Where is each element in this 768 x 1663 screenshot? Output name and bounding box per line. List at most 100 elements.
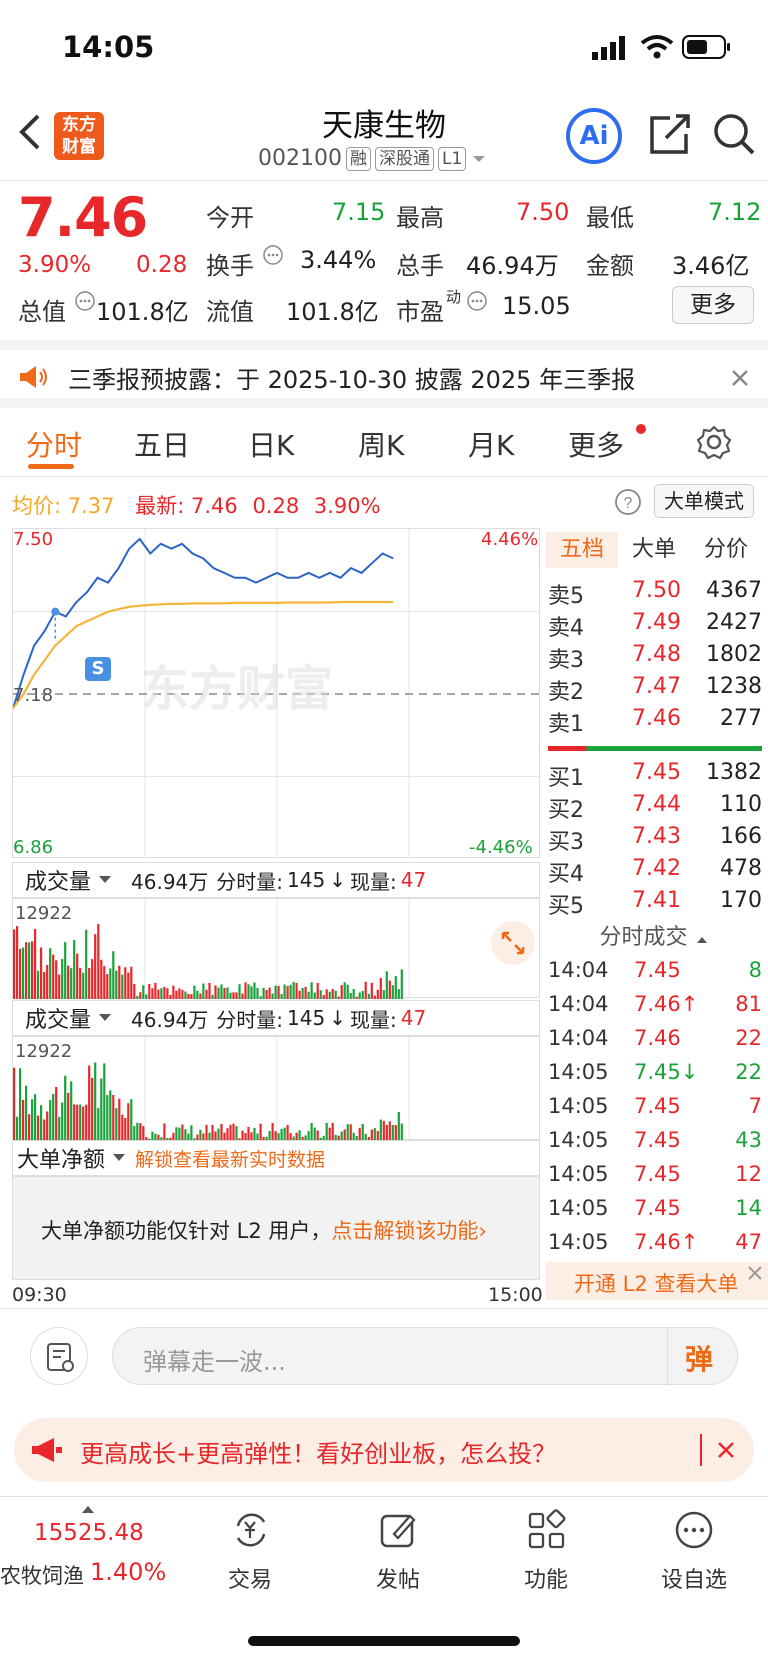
settings-gear-icon[interactable] [696, 424, 732, 460]
sell-signal-badge[interactable]: S [85, 657, 111, 681]
volume-bar [262, 987, 265, 999]
volume-bar [307, 991, 310, 999]
unlock-cta[interactable]: 点击解锁该功能 [331, 1219, 479, 1243]
close-icon[interactable] [746, 1264, 764, 1282]
tab-weekly-k[interactable]: 周K [358, 429, 405, 462]
volume-bar [124, 1118, 127, 1141]
volume-bar [31, 1099, 34, 1141]
tab-monthly-k[interactable]: 月K [468, 429, 515, 462]
volume-bar [193, 985, 196, 999]
volume-bar [382, 1120, 385, 1141]
barrage-input[interactable]: 弹幕走一波... 弹 [112, 1327, 738, 1386]
volume-bar [175, 1127, 178, 1141]
info-dots-icon[interactable] [262, 244, 284, 266]
nav-post-label: 发帖 [375, 1568, 420, 1593]
volume-bar [22, 947, 25, 999]
volume-bar [187, 993, 190, 999]
minute-volume-label: 分时量: [216, 869, 284, 894]
bid-label: 买2 [548, 798, 584, 823]
volume-bar [253, 982, 256, 999]
period-tabs: 分时 五日 日K 周K 月K 更多 [0, 410, 768, 476]
index-name[interactable]: 农牧饲渔 [0, 1564, 84, 1588]
pe-value: 15.05 [502, 292, 571, 320]
caret-down-icon[interactable] [111, 1152, 127, 1164]
close-icon[interactable] [716, 1440, 736, 1460]
open-value: 7.15 [332, 198, 386, 226]
volume-bar [67, 965, 70, 999]
stock-code: 002100 [258, 146, 342, 171]
trades-header[interactable]: 分时成交 [546, 920, 762, 956]
bid-row[interactable]: 买1 7.45 1382 [548, 758, 762, 791]
volume-bar [121, 974, 124, 999]
search-icon[interactable] [712, 112, 756, 156]
help-icon[interactable]: ? [614, 488, 642, 516]
nav-add-watchlist[interactable]: 设自选 [634, 1508, 754, 1594]
expand-button[interactable] [491, 921, 535, 965]
promo-banner[interactable]: 更高成长+更高弹性！看好创业板，怎么投？ [14, 1418, 754, 1482]
status-time: 14:05 [62, 30, 155, 64]
bid-row[interactable]: 买3 7.43 166 [548, 822, 762, 855]
bid-row[interactable]: 买4 7.42 478 [548, 854, 762, 887]
index-value[interactable]: 15525.48 [34, 1520, 144, 1546]
volume-bar [196, 990, 199, 999]
share-icon[interactable] [648, 112, 692, 156]
bid-row[interactable]: 买2 7.44 110 [548, 790, 762, 823]
notice-bar[interactable]: 三季报预披露：于 2025-10-30 披露 2025 年三季报 [0, 340, 768, 408]
info-dots-icon[interactable] [74, 290, 96, 312]
volume-chart-2[interactable]: 12922 [12, 1036, 540, 1141]
ask-row[interactable]: 卖4 7.49 2427 [548, 608, 762, 641]
ask-row[interactable]: 卖3 7.48 1802 [548, 640, 762, 673]
pe-label: 市盈 [396, 298, 444, 326]
nav-trade[interactable]: 交易 [190, 1508, 310, 1594]
app-logo[interactable]: 东方 财富 [54, 112, 104, 160]
big-order-label[interactable]: 大单净额 [17, 1148, 106, 1173]
volume-chart-1[interactable]: 12922 [12, 898, 540, 999]
volume-bar [238, 984, 241, 999]
speaker-icon [20, 366, 47, 388]
ask-row[interactable]: 卖1 7.46 277 [548, 704, 762, 737]
nav-functions[interactable]: 功能 [486, 1508, 606, 1594]
svg-text:?: ? [624, 495, 633, 512]
volume-indicator-label[interactable]: 成交量 [25, 1008, 92, 1033]
ask-row[interactable]: 卖2 7.47 1238 [548, 672, 762, 705]
volume-bar [70, 968, 73, 999]
tab-intraday[interactable]: 分时 [26, 429, 83, 462]
volume-bar [25, 942, 28, 999]
volume-bar [376, 1131, 379, 1141]
tab-big-order[interactable]: 大单 [631, 537, 676, 562]
volume-bar [331, 989, 334, 999]
trade-time: 14:05 [548, 1162, 609, 1186]
bid-row[interactable]: 买5 7.41 170 [548, 886, 762, 919]
volume-bar [91, 959, 94, 999]
tab-five-level[interactable]: 五档 [546, 532, 618, 568]
ai-button[interactable]: Ai [566, 108, 622, 164]
caret-down-icon[interactable] [97, 1012, 113, 1024]
tab-five-day[interactable]: 五日 [134, 429, 191, 462]
volume-bar [64, 1075, 67, 1141]
tab-more[interactable]: 更多 [568, 429, 625, 462]
barrage-settings-button[interactable] [30, 1327, 88, 1385]
caret-down-icon[interactable] [470, 153, 488, 165]
pe-superscript: 动 [446, 288, 462, 306]
volume-bar [88, 968, 91, 999]
caret-down-icon[interactable] [97, 874, 113, 886]
nav-post[interactable]: 发帖 [338, 1508, 458, 1594]
tab-price-dist[interactable]: 分价 [703, 537, 748, 562]
info-dots-icon[interactable] [466, 290, 488, 312]
volume-bar [286, 986, 289, 999]
ask-row[interactable]: 卖5 7.50 4367 [548, 576, 762, 609]
big-order-mode-button[interactable]: 大单模式 [654, 484, 754, 518]
barrage-send-button[interactable]: 弹 [685, 1343, 714, 1376]
tab-daily-k[interactable]: 日K [248, 429, 295, 462]
volume-indicator-label[interactable]: 成交量 [25, 870, 92, 895]
unlock-link[interactable]: 解锁查看最新实时数据 [135, 1148, 326, 1171]
intraday-chart[interactable]: 东方财富 7.50 6.86 4.46% -4.46% 7.18 S [12, 528, 541, 859]
index-pct[interactable]: 1.40% [90, 1558, 167, 1586]
volume-bar [190, 994, 193, 999]
volume-bar [55, 1087, 58, 1141]
back-button[interactable] [16, 112, 46, 156]
bid-volume: 478 [720, 856, 762, 881]
l2-banner[interactable]: 开通 L2 查看大单 [546, 1262, 768, 1300]
more-quote-button[interactable]: 更多 [672, 286, 754, 324]
close-icon[interactable] [730, 368, 750, 388]
